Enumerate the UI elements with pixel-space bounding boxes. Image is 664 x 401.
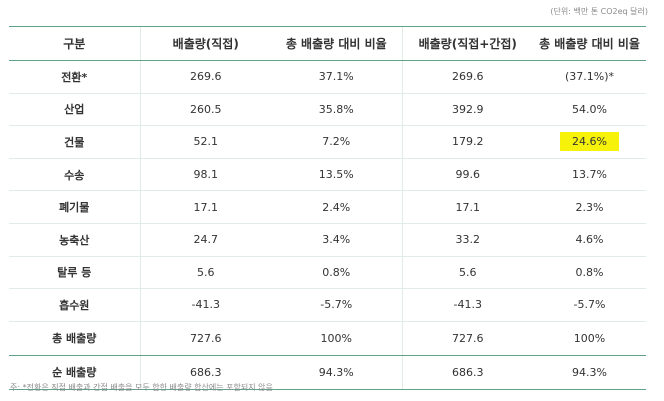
header-total-ratio: 총 배출량 대비 비율 (533, 26, 646, 61)
row-total: 179.2 (401, 125, 533, 159)
table-row: 건물 52.1 7.2% 179.2 24.6% (9, 125, 646, 159)
unit-note: (단위: 백만 톤 CO2eq 달러) (550, 7, 648, 16)
row-direct: -41.3 (139, 288, 271, 322)
row-label: 탈루 등 (9, 256, 140, 290)
net-direct-ratio: 94.3% (271, 355, 402, 390)
table-row: 농축산 24.7 3.4% 33.2 4.6% (9, 223, 646, 257)
total-row: 총 배출량 727.6 100% 727.6 100% (9, 320, 646, 356)
row-label: 폐기물 (9, 190, 140, 224)
total-direct-ratio: 100% (271, 320, 402, 356)
row-total-ratio: 0.8% (533, 256, 646, 290)
row-direct: 52.1 (139, 125, 271, 159)
row-direct: 17.1 (139, 190, 271, 224)
row-direct-ratio: 37.1% (271, 60, 402, 94)
row-total-ratio: 4.6% (533, 223, 646, 257)
table-row: 수송 98.1 13.5% 99.6 13.7% (9, 158, 646, 192)
row-direct-ratio: -5.7% (271, 288, 402, 322)
row-total: -41.3 (401, 288, 533, 322)
net-total-ratio: 94.3% (533, 355, 646, 390)
row-label: 수송 (9, 158, 140, 192)
total-direct: 727.6 (139, 320, 271, 356)
table-row: 폐기물 17.1 2.4% 17.1 2.3% (9, 190, 646, 224)
row-total-ratio-cell: 24.6% (533, 125, 646, 159)
total-total: 727.6 (401, 320, 533, 356)
row-direct-ratio: 35.8% (271, 93, 402, 127)
row-total-ratio: 13.7% (533, 158, 646, 192)
table-row: 흡수원 -41.3 -5.7% -41.3 -5.7% (9, 288, 646, 322)
row-label: 건물 (9, 125, 140, 159)
row-total-ratio: 2.3% (533, 190, 646, 224)
row-total: 99.6 (401, 158, 533, 192)
header-direct: 배출량(직접) (139, 26, 271, 61)
row-direct: 24.7 (139, 223, 271, 257)
row-direct: 269.6 (139, 60, 271, 94)
highlighted-ratio: 24.6% (560, 132, 619, 152)
footnote: 주: *전환은 직접 배출과 간접 배출을 모두 합한 배출량 합산에는 포함되… (10, 383, 273, 392)
net-row: 순 배출량 686.3 94.3% 686.3 94.3% (9, 355, 646, 390)
row-label: 산업 (9, 93, 140, 127)
net-label: 순 배출량 (9, 355, 140, 390)
row-label: 전환* (9, 60, 140, 94)
emissions-table: 구분 배출량(직접) 총 배출량 대비 비율 배출량(직접+간접) 총 배출량 … (9, 26, 646, 390)
row-label: 농축산 (9, 223, 140, 257)
row-label: 흡수원 (9, 288, 140, 322)
row-direct-ratio: 13.5% (271, 158, 402, 192)
net-total: 686.3 (401, 355, 533, 390)
row-direct-ratio: 0.8% (271, 256, 402, 290)
row-total: 33.2 (401, 223, 533, 257)
row-total: 392.9 (401, 93, 533, 127)
row-total-ratio: 54.0% (533, 93, 646, 127)
row-total-ratio: -5.7% (533, 288, 646, 322)
row-direct: 260.5 (139, 93, 271, 127)
table-row: 산업 260.5 35.8% 392.9 54.0% (9, 93, 646, 127)
header-row: 구분 배출량(직접) 총 배출량 대비 비율 배출량(직접+간접) 총 배출량 … (9, 26, 646, 61)
total-label: 총 배출량 (9, 320, 140, 356)
header-category: 구분 (9, 26, 140, 61)
row-direct-ratio: 3.4% (271, 223, 402, 257)
row-direct: 98.1 (139, 158, 271, 192)
net-direct: 686.3 (139, 355, 271, 390)
table-row: 전환* 269.6 37.1% 269.6 (37.1%)* (9, 60, 646, 94)
total-total-ratio: 100% (533, 320, 646, 356)
row-direct-ratio: 7.2% (271, 125, 402, 159)
header-total: 배출량(직접+간접) (401, 26, 533, 61)
row-total-ratio: (37.1%)* (533, 60, 646, 94)
row-total: 17.1 (401, 190, 533, 224)
table-row: 탈루 등 5.6 0.8% 5.6 0.8% (9, 256, 646, 290)
row-total: 5.6 (401, 256, 533, 290)
row-total: 269.6 (401, 60, 533, 94)
header-direct-ratio: 총 배출량 대비 비율 (271, 26, 402, 61)
row-direct-ratio: 2.4% (271, 190, 402, 224)
row-direct: 5.6 (139, 256, 271, 290)
